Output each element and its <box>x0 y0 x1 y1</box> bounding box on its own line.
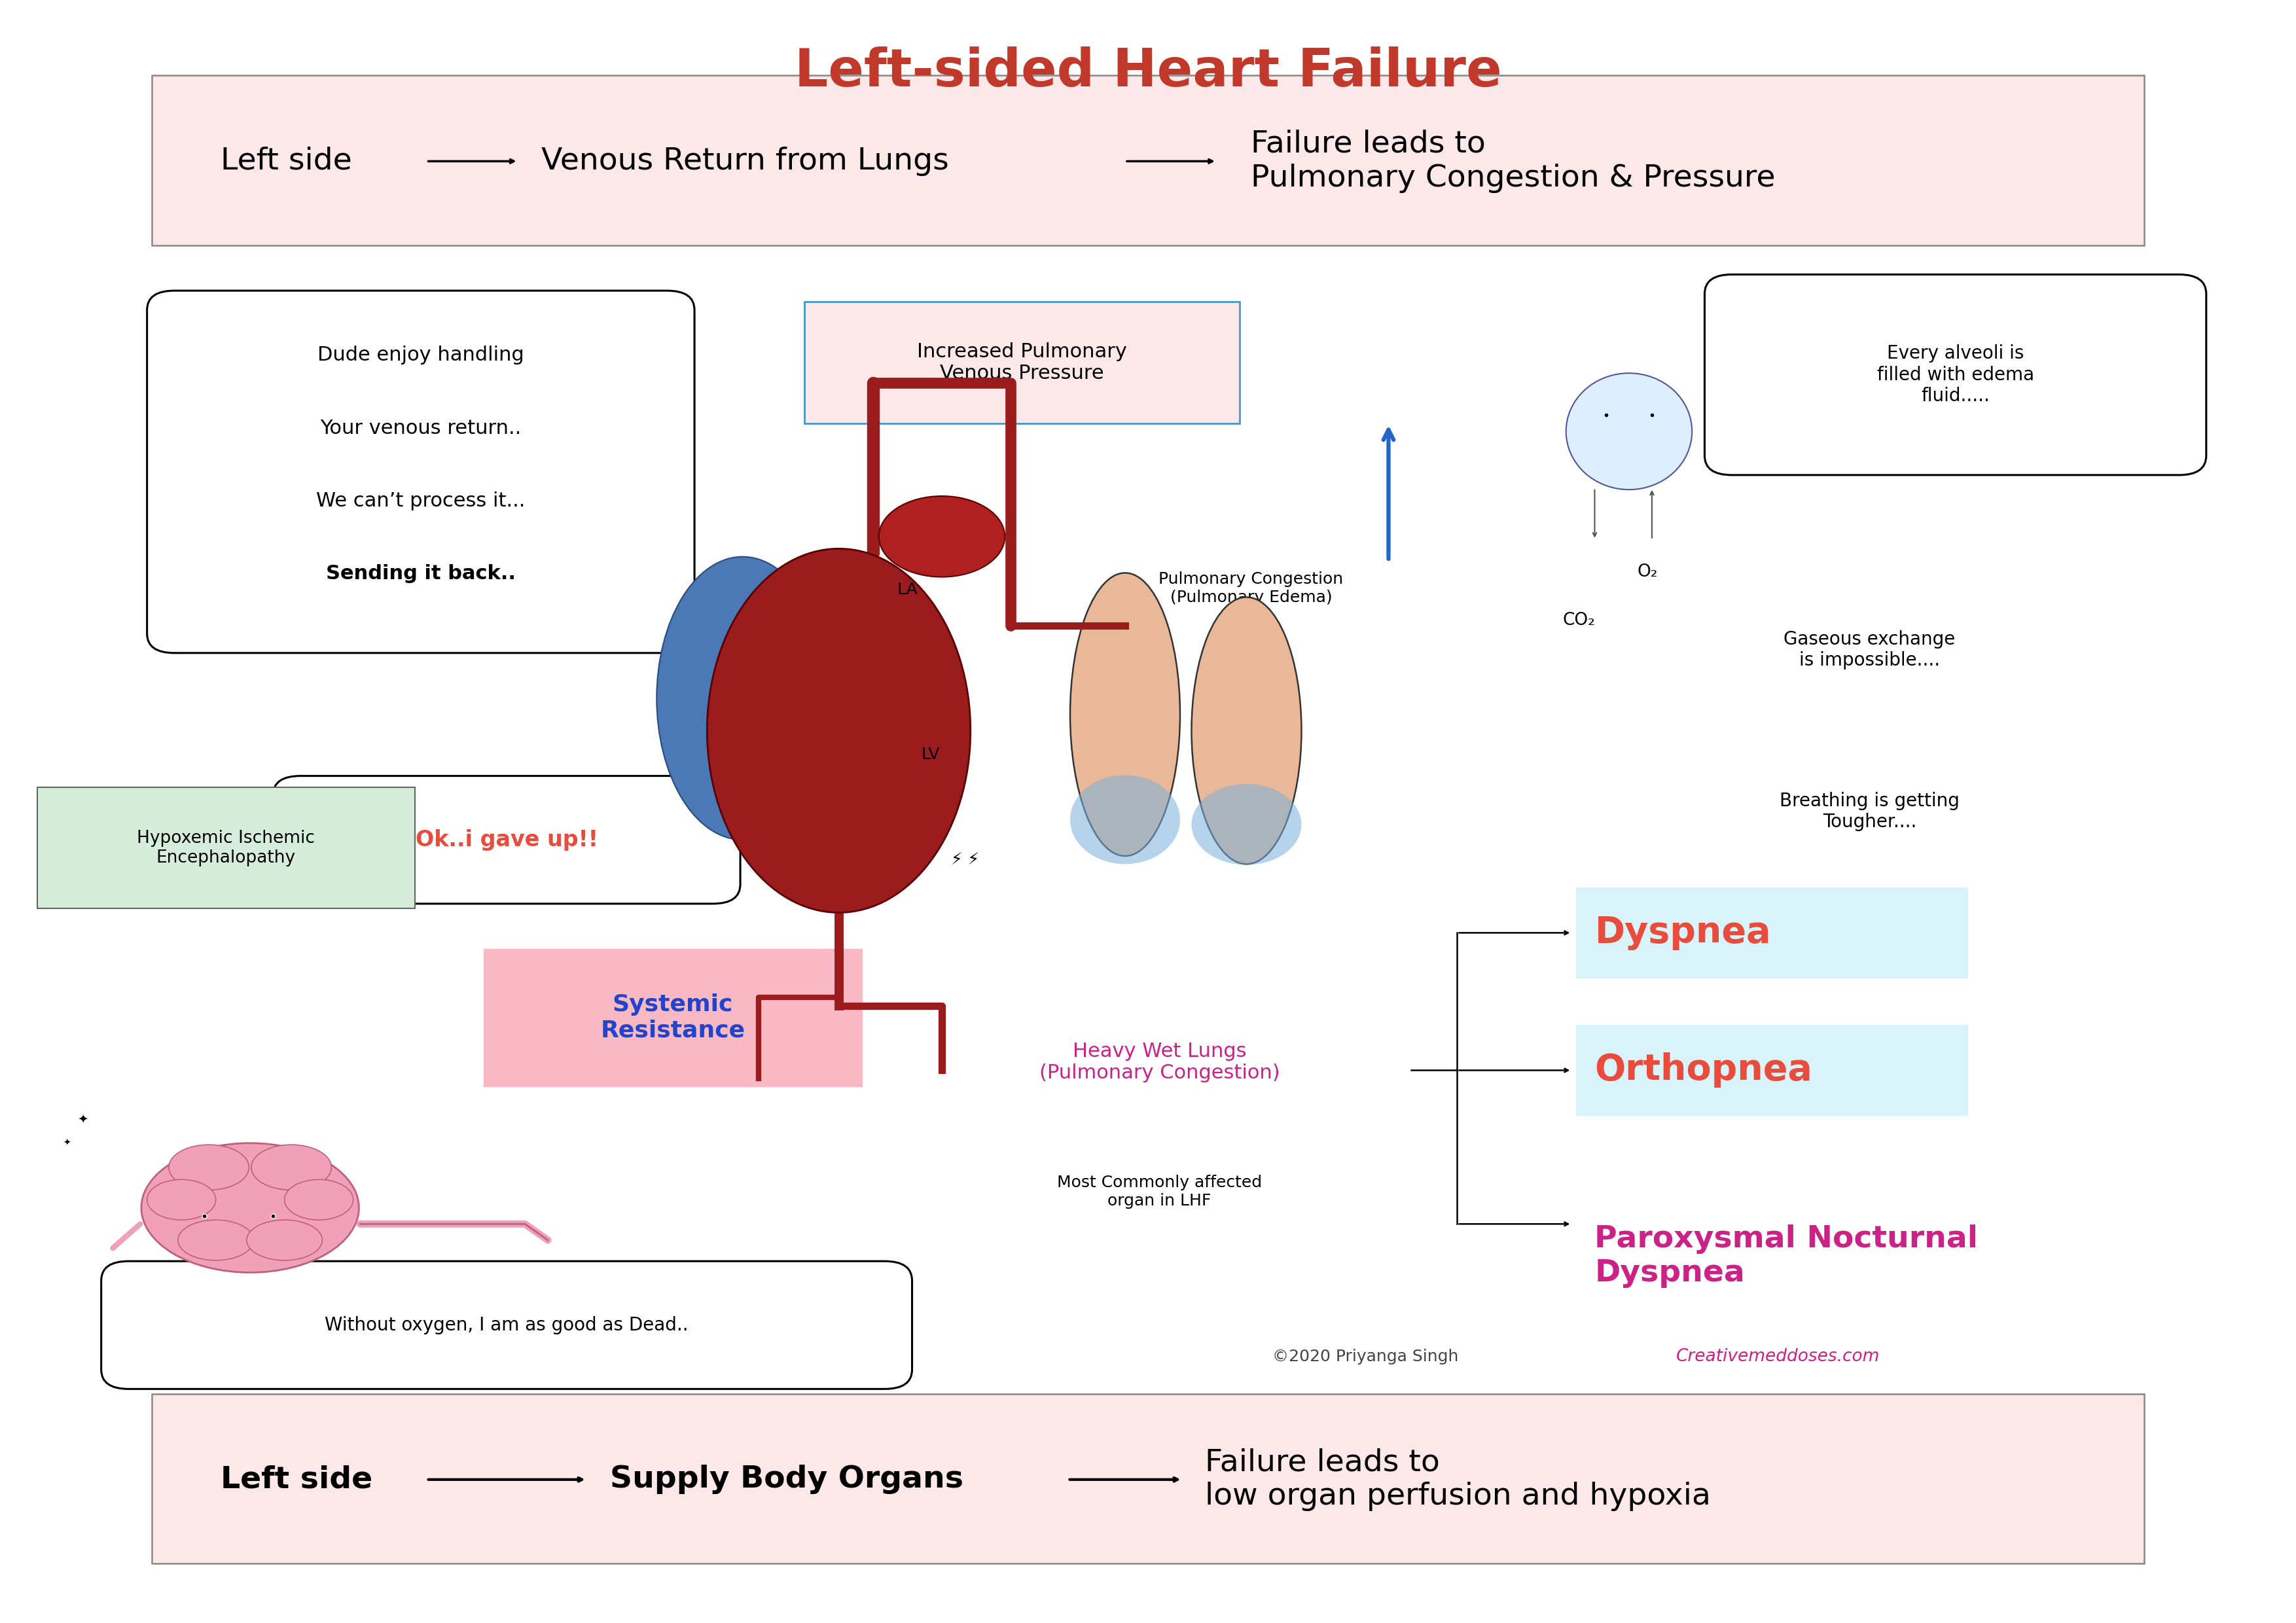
Text: Ok..i gave up!!: Ok..i gave up!! <box>416 829 597 850</box>
Text: Dyspnea: Dyspnea <box>1596 915 1770 951</box>
Text: Breathing is getting
Tougher....: Breathing is getting Tougher.... <box>1779 792 1958 831</box>
FancyBboxPatch shape <box>37 787 416 909</box>
Ellipse shape <box>179 1220 253 1261</box>
Ellipse shape <box>657 557 829 839</box>
FancyBboxPatch shape <box>1704 274 2206 476</box>
Text: Systemic
Resistance: Systemic Resistance <box>599 993 746 1042</box>
Ellipse shape <box>1192 784 1302 865</box>
Text: Dude enjoy handling: Dude enjoy handling <box>317 346 523 365</box>
FancyBboxPatch shape <box>273 776 739 904</box>
Ellipse shape <box>707 549 971 912</box>
FancyBboxPatch shape <box>152 1394 2144 1563</box>
Text: Failure leads to
Pulmonary Congestion & Pressure: Failure leads to Pulmonary Congestion & … <box>1251 130 1775 193</box>
Text: Heavy Wet Lungs
(Pulmonary Congestion): Heavy Wet Lungs (Pulmonary Congestion) <box>1040 1042 1279 1083</box>
Ellipse shape <box>1070 573 1180 855</box>
Ellipse shape <box>147 1180 216 1220</box>
Ellipse shape <box>1566 373 1692 490</box>
Text: LA: LA <box>898 583 918 597</box>
Text: Most Commonly affected
organ in LHF: Most Commonly affected organ in LHF <box>1056 1175 1263 1209</box>
Text: ✦: ✦ <box>78 1113 87 1125</box>
Ellipse shape <box>250 1144 331 1190</box>
Text: ©2020 Priyanga Singh: ©2020 Priyanga Singh <box>1272 1349 1458 1365</box>
Ellipse shape <box>285 1180 354 1220</box>
Text: ✦: ✦ <box>62 1138 71 1147</box>
Text: Paroxysmal Nocturnal
Dyspnea: Paroxysmal Nocturnal Dyspnea <box>1596 1225 1979 1289</box>
FancyBboxPatch shape <box>1577 888 1968 979</box>
Text: Without oxygen, I am as good as Dead..: Without oxygen, I am as good as Dead.. <box>324 1316 689 1334</box>
Ellipse shape <box>879 497 1006 576</box>
Ellipse shape <box>142 1143 358 1272</box>
Ellipse shape <box>170 1144 248 1190</box>
Text: Orthopnea: Orthopnea <box>1596 1053 1812 1087</box>
Text: Supply Body Organs: Supply Body Organs <box>611 1466 962 1495</box>
Text: Increased Pulmonary
Venous Pressure: Increased Pulmonary Venous Pressure <box>916 342 1127 383</box>
Text: We can’t process it...: We can’t process it... <box>317 492 526 510</box>
FancyBboxPatch shape <box>804 302 1240 424</box>
Text: CO₂: CO₂ <box>1561 612 1596 630</box>
Text: ⚡ ⚡: ⚡ ⚡ <box>951 852 978 868</box>
FancyBboxPatch shape <box>152 76 2144 245</box>
Text: Left-sided Heart Failure: Left-sided Heart Failure <box>794 47 1502 97</box>
Text: Gaseous exchange
is impossible....: Gaseous exchange is impossible.... <box>1784 630 1956 670</box>
Text: LV: LV <box>921 747 939 763</box>
Ellipse shape <box>1192 597 1302 863</box>
Text: Every alveoli is
filled with edema
fluid.....: Every alveoli is filled with edema fluid… <box>1876 344 2034 406</box>
FancyBboxPatch shape <box>1577 1026 1968 1115</box>
Text: Hypoxemic Ischemic
Encephalopathy: Hypoxemic Ischemic Encephalopathy <box>138 829 315 867</box>
Text: Sending it back..: Sending it back.. <box>326 565 517 583</box>
Text: Left side: Left side <box>220 1466 372 1495</box>
FancyBboxPatch shape <box>484 949 861 1086</box>
Text: Pulmonary Congestion
(Pulmonary Edema): Pulmonary Congestion (Pulmonary Edema) <box>1159 571 1343 605</box>
FancyBboxPatch shape <box>101 1261 912 1389</box>
Text: Venous Return from Lungs: Venous Return from Lungs <box>542 146 948 175</box>
Text: Failure leads to
low organ perfusion and hypoxia: Failure leads to low organ perfusion and… <box>1205 1448 1711 1511</box>
Text: Creativemeddoses.com: Creativemeddoses.com <box>1676 1349 1880 1365</box>
Text: Left side: Left side <box>220 146 351 175</box>
Text: Your venous return..: Your venous return.. <box>319 419 521 438</box>
FancyBboxPatch shape <box>147 291 693 652</box>
Text: O₂: O₂ <box>1637 563 1658 581</box>
Ellipse shape <box>246 1220 321 1261</box>
Ellipse shape <box>1070 776 1180 863</box>
